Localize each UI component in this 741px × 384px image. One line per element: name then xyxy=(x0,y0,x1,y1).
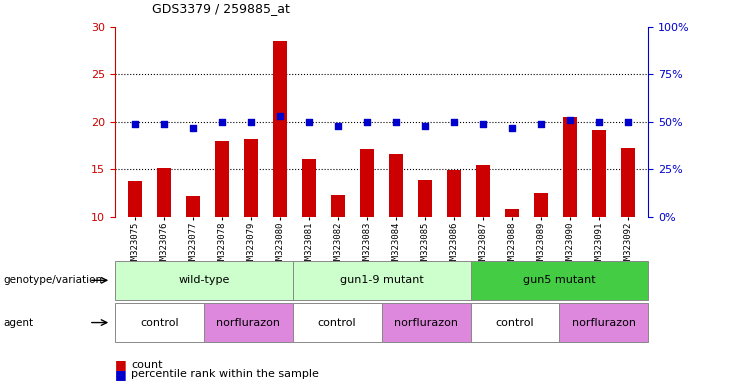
Point xyxy=(419,122,431,129)
Bar xyxy=(592,129,606,217)
Bar xyxy=(505,209,519,217)
Text: gun1-9 mutant: gun1-9 mutant xyxy=(339,275,424,285)
Bar xyxy=(534,193,548,217)
Point xyxy=(622,119,634,125)
Bar xyxy=(331,195,345,217)
Point xyxy=(274,113,286,119)
Text: gun5 mutant: gun5 mutant xyxy=(523,275,596,285)
Point xyxy=(506,124,518,131)
Point xyxy=(245,119,257,125)
Text: norflurazon: norflurazon xyxy=(572,318,636,328)
Text: control: control xyxy=(318,318,356,328)
Point xyxy=(535,121,547,127)
Bar xyxy=(360,149,374,217)
Text: control: control xyxy=(496,318,534,328)
Point xyxy=(391,119,402,125)
Text: GDS3379 / 259885_at: GDS3379 / 259885_at xyxy=(152,2,290,15)
Text: agent: agent xyxy=(4,318,34,328)
Point xyxy=(361,119,373,125)
Point xyxy=(564,117,576,123)
Bar xyxy=(563,117,577,217)
Bar xyxy=(273,41,288,217)
Point xyxy=(303,119,315,125)
Text: norflurazon: norflurazon xyxy=(394,318,458,328)
Text: count: count xyxy=(131,360,163,370)
Bar xyxy=(128,181,142,217)
Bar xyxy=(418,180,432,217)
Point xyxy=(216,119,228,125)
Point xyxy=(477,121,489,127)
Point xyxy=(593,119,605,125)
Point xyxy=(129,121,141,127)
Bar xyxy=(215,141,230,217)
Bar xyxy=(244,139,259,217)
Text: wild-type: wild-type xyxy=(178,275,230,285)
Text: ■: ■ xyxy=(115,368,127,381)
Text: percentile rank within the sample: percentile rank within the sample xyxy=(131,369,319,379)
Bar xyxy=(389,154,403,217)
Text: ■: ■ xyxy=(115,358,127,371)
Bar xyxy=(157,167,171,217)
Bar xyxy=(186,196,200,217)
Text: genotype/variation: genotype/variation xyxy=(4,275,103,285)
Bar xyxy=(476,165,491,217)
Point xyxy=(332,122,344,129)
Point xyxy=(448,119,460,125)
Point xyxy=(187,124,199,131)
Text: control: control xyxy=(140,318,179,328)
Bar xyxy=(621,147,635,217)
Bar xyxy=(302,159,316,217)
Bar xyxy=(447,170,462,217)
Text: norflurazon: norflurazon xyxy=(216,318,280,328)
Point xyxy=(159,121,170,127)
